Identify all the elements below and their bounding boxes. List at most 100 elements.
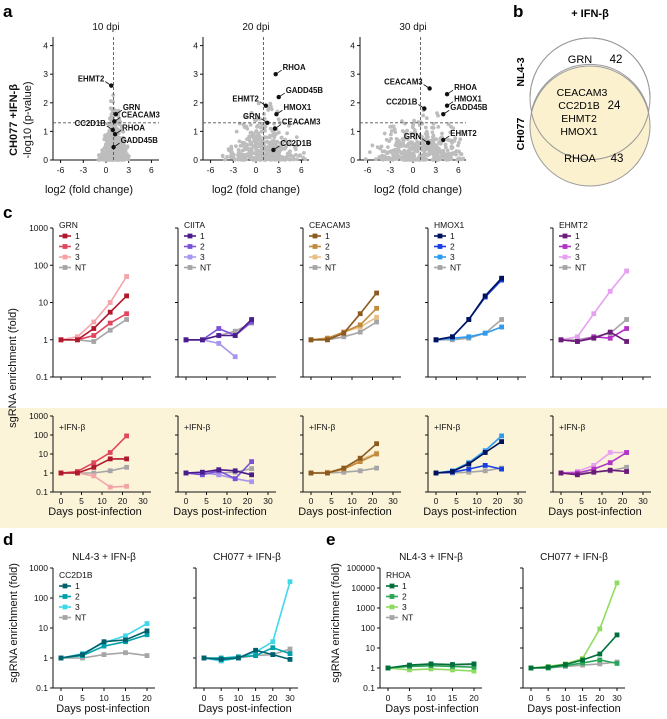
volcano-point [234, 144, 238, 149]
volcano-gene-label: CEACAM3 [282, 118, 321, 127]
ytick-label: 0.1 [36, 372, 48, 382]
volcano-xtick-label: -3 [387, 165, 395, 175]
volcano-gene-label: GRN [243, 112, 261, 121]
volcano-point [387, 150, 392, 154]
volcano-point [241, 122, 246, 127]
volcano-point [437, 146, 441, 151]
xtick-label: 20 [118, 496, 128, 506]
volcano-point [283, 157, 288, 162]
volcano-point [261, 153, 266, 158]
volcano-point [240, 140, 245, 145]
volcano-point [108, 134, 113, 139]
series-marker [58, 337, 64, 343]
series-marker [253, 653, 258, 658]
legend-entry: NT [402, 613, 413, 623]
series-marker [308, 470, 314, 476]
volcano-point [282, 139, 287, 144]
days-label-d-2: Days post-infection [198, 703, 292, 715]
series-marker [407, 662, 412, 668]
series-marker [58, 470, 64, 476]
legend-swatch [62, 594, 68, 599]
series-marker [236, 655, 241, 661]
volcano-point [380, 149, 385, 154]
legend-entry: 2 [75, 592, 80, 602]
series-marker [249, 459, 254, 464]
xtick-label: 30 [638, 496, 648, 506]
xtick-label: 15 [578, 693, 588, 703]
xtick-label: 5 [204, 496, 209, 506]
xtick-label: 30 [263, 496, 273, 506]
series-marker [357, 459, 363, 464]
volcano-point [104, 137, 109, 142]
series-marker [624, 339, 629, 344]
series-marker [249, 319, 254, 325]
volcano-point [410, 142, 415, 146]
ytick-label: 1 [43, 653, 48, 663]
volcano-highlight-point [444, 103, 450, 108]
series-marker [101, 652, 107, 657]
volcano-point [227, 148, 231, 153]
ytick-label: 10 [39, 623, 49, 633]
volcano-point [409, 131, 413, 136]
xtick-label: 30 [138, 496, 148, 506]
legend-swatch [312, 244, 318, 249]
volcano-point [434, 137, 438, 142]
series-marker [624, 317, 629, 322]
volcano-xtick-label: 0 [104, 165, 109, 175]
volcano-point [264, 156, 269, 161]
legend-entry: 1 [575, 231, 580, 241]
series-marker [218, 657, 224, 662]
volcano-point [440, 152, 445, 157]
ifn-label: +IFN-β [434, 422, 460, 432]
series-marker [249, 479, 254, 485]
series-marker [580, 660, 585, 666]
volcano-point [370, 143, 375, 148]
enrichment-ciita-ifn: 0 5 10 20 30 +IFN-β [175, 415, 276, 506]
series-marker [287, 646, 293, 652]
volcano-xtick-label: 6 [456, 165, 461, 175]
series-marker [624, 268, 629, 274]
legend-entry: 2 [402, 592, 407, 602]
series-marker [287, 651, 293, 656]
volcano-point [277, 130, 281, 135]
series-marker [450, 667, 455, 673]
venn-top-arc [529, 37, 651, 99]
volcano-point [409, 157, 414, 162]
venn-diagram: + IFN-β NL4-3 CH077 GRN 42 CEACAM3 CC2D1… [515, 8, 651, 187]
days-label-c-1: Days post-infection [48, 506, 142, 518]
series-marker [58, 655, 64, 661]
volcano-point [453, 136, 458, 141]
ifn-row-background [0, 408, 667, 528]
volcano-xtick-label: -6 [207, 165, 215, 175]
series-marker [107, 468, 113, 474]
volcano-point [403, 133, 408, 137]
volcano-point [294, 153, 298, 157]
volcano-point [277, 149, 282, 154]
volcano-point [115, 109, 119, 113]
xtick-label: 10 [97, 496, 107, 506]
xtick-label: 5 [79, 496, 84, 506]
volcano-point [460, 157, 465, 162]
xtick-label: 0 [202, 693, 207, 703]
legend-swatch [562, 265, 568, 270]
volcano-label-leader [443, 135, 450, 141]
volcano-gene-label: RHOA [122, 123, 145, 132]
legend-entry: 3 [575, 252, 580, 262]
venn-title: + IFN-β [571, 8, 609, 20]
ytick-label: 100 [361, 623, 375, 633]
xtick-label: 30 [513, 496, 523, 506]
series-marker [499, 275, 504, 281]
rhoa-ch077: 0 5 10 15 20 30 CH077 + IFN-β [520, 552, 625, 703]
series-marker [124, 293, 129, 299]
volcano-point [408, 154, 412, 159]
series-marker [91, 460, 97, 466]
series-marker [216, 326, 222, 331]
legend-title: CIITA [184, 220, 205, 230]
volcano-point [256, 141, 261, 146]
volcano-point [119, 124, 124, 129]
volcano-point [438, 139, 442, 144]
series-marker [607, 460, 613, 466]
